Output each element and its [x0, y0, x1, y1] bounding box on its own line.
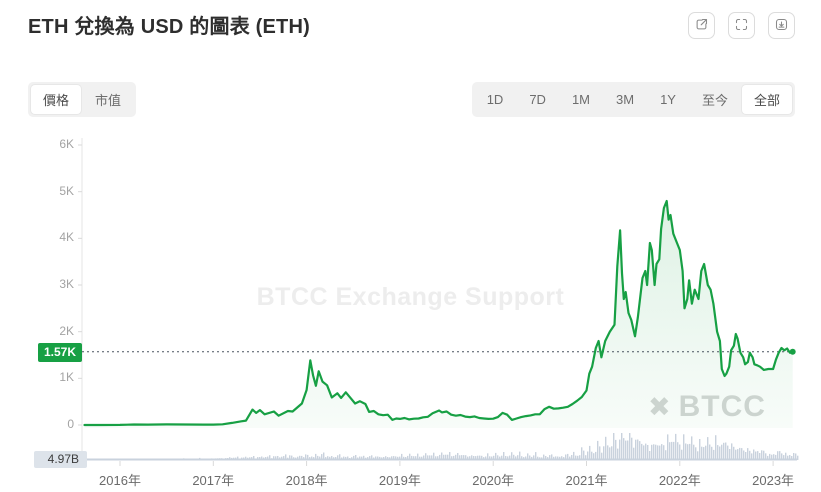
- current-price-badge: 1.57K: [37, 342, 82, 362]
- x-axis-label: 2023年: [752, 473, 795, 488]
- x-axis-label: 2020年: [472, 473, 515, 488]
- x-axis-label: 2018年: [285, 473, 328, 488]
- y-axis-label: 6K: [59, 137, 74, 151]
- x-axis-label: 2022年: [658, 473, 701, 488]
- fullscreen-button[interactable]: [728, 12, 755, 39]
- share-icon: [694, 17, 709, 35]
- range-button-2[interactable]: 7D: [517, 85, 558, 114]
- range-button-5[interactable]: 1Y: [648, 85, 688, 114]
- x-axis-label: 2021年: [565, 473, 608, 488]
- y-axis-label: 2K: [59, 323, 74, 338]
- fullscreen-icon: [734, 17, 749, 35]
- price-chart-area[interactable]: BTCC Exchange Support ✖ BTCC 0 1K 2K 3K 4K 5K…: [0, 126, 821, 492]
- current-volume-badge: 4.97B: [33, 451, 87, 468]
- x-axis-label: 2017年: [192, 473, 235, 488]
- x-axis-label: 2019年: [378, 473, 421, 488]
- y-axis-label: 0: [67, 417, 74, 431]
- x-axis-label: 2016年: [99, 473, 141, 488]
- chart-controls: 價格 市值 1D 7D 1M 3M 1Y 至今 全部: [28, 82, 795, 117]
- y-axis-label: 3K: [59, 277, 74, 291]
- header: ETH 兌換為 USD 的圖表 (ETH): [28, 10, 795, 39]
- range-button-1[interactable]: 1D: [475, 85, 516, 114]
- download-icon: [774, 17, 789, 35]
- y-axis-label: 5K: [59, 183, 74, 198]
- tab-market-cap[interactable]: 市值: [83, 85, 133, 114]
- y-axis-label: 4K: [59, 230, 74, 245]
- tab-price[interactable]: 價格: [31, 85, 82, 114]
- range-selector: 1D 7D 1M 3M 1Y 至今 全部: [471, 82, 795, 117]
- range-button-6[interactable]: 至今: [690, 85, 740, 114]
- header-actions: [688, 12, 795, 39]
- range-button-3[interactable]: 1M: [560, 85, 602, 114]
- share-button[interactable]: [688, 12, 715, 39]
- download-button[interactable]: [768, 12, 795, 39]
- range-button-7[interactable]: 全部: [741, 85, 792, 114]
- range-button-4[interactable]: 3M: [604, 85, 646, 114]
- y-axis-label: 1K: [59, 370, 74, 385]
- page-title: ETH 兌換為 USD 的圖表 (ETH): [28, 16, 310, 38]
- metric-tabs: 價格 市值: [28, 82, 137, 117]
